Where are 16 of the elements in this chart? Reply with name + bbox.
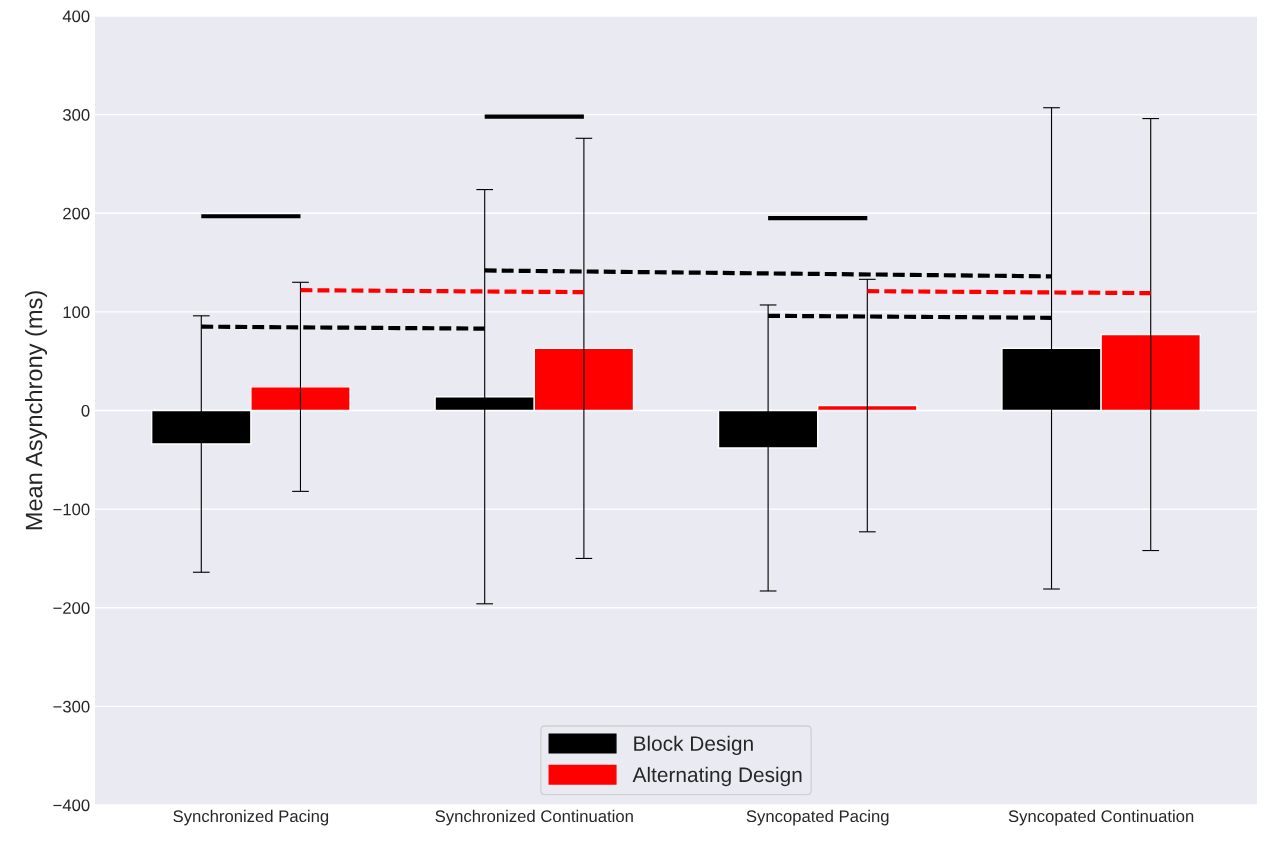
y-axis-title: Mean Asynchrony (ms) <box>25 291 48 530</box>
y-tick-label: 200 <box>63 207 90 220</box>
x-tick-label: Syncopated Continuation <box>1008 809 1194 826</box>
y-tick-label: −200 <box>53 602 90 614</box>
y-tick-label: 0 <box>81 404 90 417</box>
y-tick-label: 400 <box>62 10 90 23</box>
y-tick-label: −400 <box>53 799 90 812</box>
y-tick-label: −300 <box>53 700 90 713</box>
legend-label: Alternating Design <box>632 766 802 787</box>
x-tick-label: Synchronized Pacing <box>173 809 329 826</box>
legend-label: Block Design <box>634 735 753 756</box>
x-tick-label: Synchronized Continuation <box>435 809 633 826</box>
x-tick-label: Syncopated Pacing <box>746 809 889 826</box>
y-tick-label: 300 <box>62 109 90 121</box>
y-tick-label: −100 <box>53 503 90 516</box>
y-tick-label: 100 <box>63 306 90 319</box>
